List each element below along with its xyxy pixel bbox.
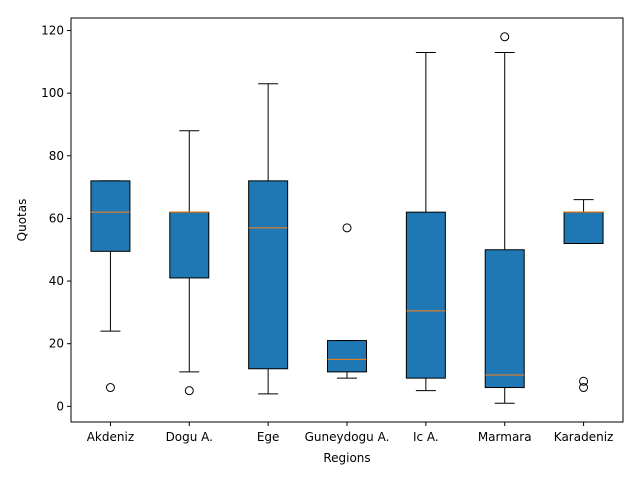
box-group <box>563 199 604 393</box>
outlier-point <box>105 383 115 393</box>
x-tick-label: Akdeniz <box>87 430 134 444</box>
x-tick-label: Marmara <box>478 430 532 444</box>
box-group <box>169 130 210 396</box>
plot-area <box>90 32 604 404</box>
x-tick-label: Guneydogu A. <box>305 430 390 444</box>
y-tick-label: 100 <box>41 86 64 100</box>
box-iqr <box>484 249 525 389</box>
box-iqr <box>90 180 131 252</box>
x-axis-label: Regions <box>323 451 370 465</box>
outlier-point <box>579 376 589 386</box>
box-group <box>248 83 289 395</box>
box-iqr <box>327 340 367 373</box>
outlier-point <box>500 32 510 42</box>
outlier-point <box>342 223 352 233</box>
box-group <box>405 51 446 392</box>
box-group <box>327 223 367 379</box>
y-tick-label: 0 <box>56 399 64 413</box>
y-axis-label: Quotas <box>15 199 29 242</box>
y-axis: 0 20 40 60 80 100 120 <box>41 24 71 413</box>
x-tick-label: Dogu A. <box>166 430 213 444</box>
box-iqr <box>169 211 210 279</box>
x-tick-label: Ege <box>257 430 280 444</box>
y-tick-label: 80 <box>49 149 64 163</box>
box-iqr <box>405 211 446 379</box>
y-tick-label: 120 <box>41 24 64 38</box>
y-tick-label: 20 <box>49 337 64 351</box>
x-tick-label: Ic A. <box>413 430 439 444</box>
outlier-point <box>579 383 589 393</box>
box-iqr <box>248 180 289 370</box>
x-axis: Akdeniz Dogu A. Ege Guneydogu A. Ic A. Marmar… <box>87 422 614 444</box>
outlier-point <box>184 386 194 396</box>
box-group <box>90 180 131 393</box>
x-tick-label: Karadeniz <box>554 430 614 444</box>
y-tick-label: 40 <box>49 274 64 288</box>
y-tick-label: 60 <box>49 211 64 225</box>
box-iqr <box>563 211 604 244</box>
box-group <box>484 32 525 404</box>
